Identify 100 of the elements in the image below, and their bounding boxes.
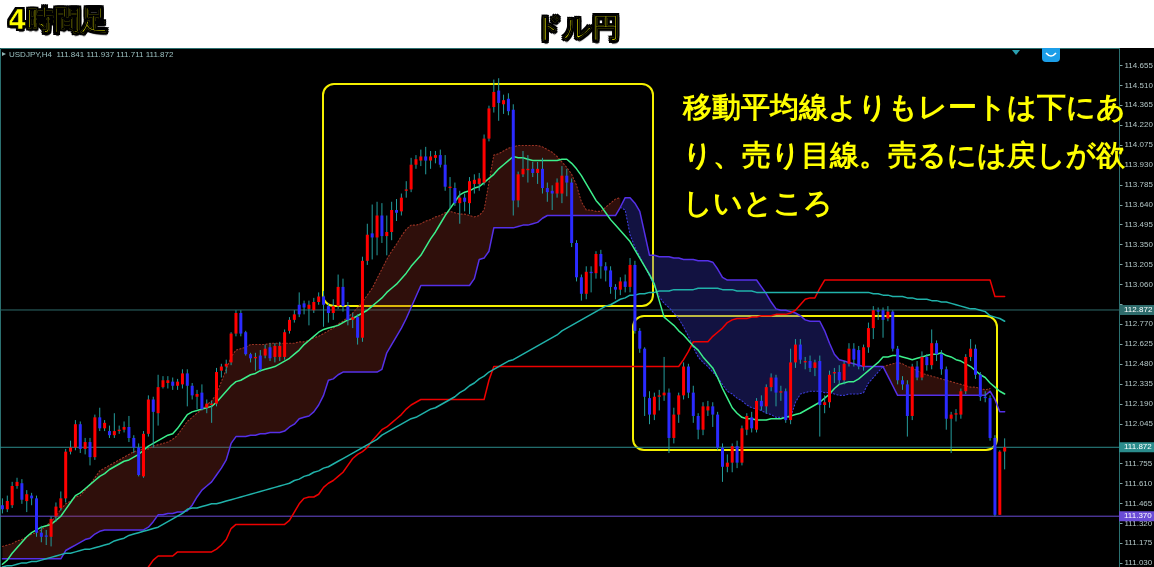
candlestick	[472, 173, 476, 195]
candlestick	[98, 407, 102, 432]
candlestick	[769, 372, 773, 392]
candlestick	[638, 327, 642, 354]
candlestick	[506, 92, 510, 116]
candlestick	[458, 190, 462, 225]
candlestick	[127, 415, 131, 443]
candlestick	[550, 184, 554, 211]
candlestick	[565, 168, 569, 197]
candlestick	[331, 298, 335, 321]
candlestick	[866, 322, 870, 354]
candlestick	[112, 412, 116, 439]
candlestick	[122, 420, 126, 433]
y-tick-label: 113.060	[1124, 279, 1154, 289]
candlestick	[346, 301, 350, 326]
candlestick	[399, 193, 403, 217]
candlestick	[278, 341, 282, 362]
candlestick	[49, 515, 53, 547]
candlestick	[273, 342, 277, 363]
candlestick	[375, 201, 379, 256]
candlestick	[185, 368, 189, 407]
candlestick	[307, 300, 311, 326]
candlestick	[798, 338, 802, 365]
candlestick	[808, 355, 812, 373]
y-tick-label: 112.190	[1124, 399, 1154, 409]
y-tick-label: 111.175	[1124, 538, 1153, 548]
candlestick	[20, 478, 24, 505]
candlestick	[555, 177, 559, 199]
candlestick	[862, 344, 866, 372]
candlestick	[502, 94, 506, 115]
y-tick-label: 111.755	[1124, 458, 1153, 468]
candlestick	[793, 338, 797, 369]
candlestick	[326, 302, 330, 324]
candlestick	[380, 202, 384, 244]
candlestick	[467, 176, 471, 215]
candlestick	[1003, 437, 1007, 470]
candlestick	[939, 349, 943, 376]
candlestick	[949, 411, 953, 454]
y-tick-label: 114.655	[1124, 60, 1154, 70]
candlestick	[88, 437, 92, 466]
candlestick	[701, 401, 705, 436]
candlestick	[711, 401, 715, 428]
candlestick	[404, 180, 408, 199]
candlestick	[151, 396, 155, 449]
y-tick-label: 111.610	[1124, 478, 1153, 488]
candlestick	[540, 157, 544, 195]
candlestick	[609, 265, 613, 295]
line-series	[147, 279, 1006, 567]
candlestick	[871, 305, 875, 340]
candlestick	[390, 201, 394, 241]
y-tick-label: 111.030	[1124, 558, 1153, 567]
candlestick	[545, 182, 549, 203]
ref-line-label: 112.872	[1124, 304, 1153, 314]
y-tick-label: 113.785	[1124, 180, 1154, 190]
candlestick	[930, 328, 934, 370]
candlestick	[847, 342, 851, 368]
y-tick-label: 112.335	[1124, 379, 1154, 389]
candlestick	[920, 350, 924, 381]
candlestick	[730, 442, 734, 473]
candlestick	[244, 330, 248, 357]
candlestick	[370, 204, 374, 260]
candlestick	[881, 307, 885, 339]
candlestick	[414, 154, 418, 170]
candlestick	[652, 392, 656, 421]
candlestick	[604, 261, 608, 282]
candlestick	[657, 389, 661, 411]
candlestick	[453, 182, 457, 207]
y-tick-label: 112.770	[1124, 319, 1154, 329]
candlestick	[234, 309, 238, 337]
y-tick-label: 112.480	[1124, 359, 1154, 369]
candlestick	[497, 77, 501, 122]
y-tick-label: 113.350	[1124, 239, 1154, 249]
candlestick	[302, 300, 306, 315]
candlestick	[745, 412, 749, 436]
candlestick	[735, 440, 739, 469]
y-tick-label: 114.220	[1124, 120, 1154, 130]
candlestick	[594, 250, 598, 280]
candlestick	[200, 383, 204, 411]
candlestick	[774, 374, 778, 407]
candlestick	[560, 165, 564, 204]
candlestick	[628, 257, 632, 293]
candlestick	[395, 198, 399, 222]
chart-title: ドル円	[534, 11, 620, 44]
y-tick-label: 114.365	[1124, 100, 1154, 110]
candlestick	[195, 389, 199, 410]
line-series	[1, 287, 1006, 567]
candlestick	[15, 477, 19, 490]
candlestick	[720, 442, 724, 483]
candlestick	[25, 489, 29, 513]
candlestick	[180, 368, 184, 390]
candlestick	[161, 375, 165, 390]
candlestick	[341, 278, 345, 313]
candlestick	[750, 411, 754, 433]
candlestick	[54, 501, 58, 523]
candlestick	[385, 215, 389, 256]
y-tick-label: 114.075	[1124, 140, 1154, 150]
candlestick	[584, 265, 588, 300]
candlestick	[696, 412, 700, 440]
candlestick	[837, 364, 841, 385]
candlestick	[443, 154, 447, 192]
